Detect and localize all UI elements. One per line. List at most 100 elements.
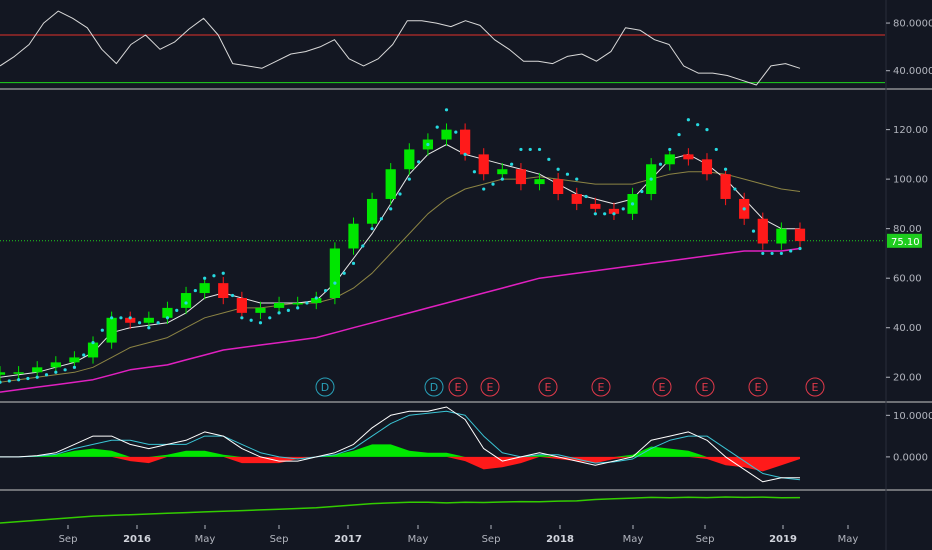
last-price-label: 75.10 xyxy=(891,237,920,248)
earnings-marker-label: E xyxy=(812,381,819,394)
sar-dot xyxy=(407,177,411,181)
sar-dot xyxy=(268,316,272,320)
dividend-marker-ring xyxy=(315,377,335,397)
time-axis-label: 2016 xyxy=(123,534,151,545)
sar-dot xyxy=(137,321,142,325)
sar-dot xyxy=(212,274,216,278)
dividend-marker[interactable]: D xyxy=(424,377,444,397)
candle-down xyxy=(701,159,713,175)
macd-signal-line xyxy=(0,410,801,481)
earnings-marker[interactable]: E xyxy=(538,377,558,397)
price-axis-label: 80.00 xyxy=(893,224,922,235)
earnings-marker[interactable]: E xyxy=(695,377,715,397)
sar-dot xyxy=(491,182,495,186)
rsi-panel xyxy=(0,10,885,86)
earnings-marker[interactable]: E xyxy=(805,377,825,397)
candle-up xyxy=(534,179,545,185)
earnings-marker[interactable]: E xyxy=(448,377,468,397)
sar-dot xyxy=(44,373,49,377)
sar-dot xyxy=(128,316,132,320)
sar-dot xyxy=(510,162,514,166)
last-price-tag xyxy=(887,233,922,248)
sar-dot xyxy=(119,316,123,320)
dividend-marker-ring xyxy=(424,377,444,397)
sar-dot xyxy=(7,379,11,383)
sar-dot xyxy=(789,249,793,253)
sar-dot xyxy=(668,147,672,152)
time-axis-label: May xyxy=(195,534,216,545)
earnings-marker-ring xyxy=(695,377,715,397)
sar-dot xyxy=(342,271,346,275)
earnings-marker-ring xyxy=(538,377,558,397)
sar-dot xyxy=(63,368,67,372)
candle-up xyxy=(273,302,285,308)
sar-dot xyxy=(72,365,77,369)
sar-dot xyxy=(277,311,281,315)
obv-line xyxy=(0,496,801,524)
candle-up xyxy=(69,357,80,363)
earnings-marker-label: E xyxy=(598,381,605,394)
sar-dot xyxy=(35,375,39,379)
candle-up xyxy=(329,248,340,298)
candle-down xyxy=(553,179,564,194)
candle-up xyxy=(348,223,359,249)
earnings-marker[interactable]: E xyxy=(748,377,768,397)
candle-up xyxy=(143,317,154,323)
sar-dot xyxy=(203,276,207,280)
candle-down xyxy=(478,154,489,175)
candle-up xyxy=(87,342,99,358)
sar-dot xyxy=(286,308,290,312)
dividend-marker-label: D xyxy=(321,381,329,394)
dividend-marker[interactable]: D xyxy=(315,377,335,397)
candle-up xyxy=(664,154,675,165)
sar-dot xyxy=(91,340,95,345)
price-axis-label: 60.00 xyxy=(893,274,922,285)
price-axis[interactable]: 40.0000 80.0000 20.00 40.00 60.00 80.00 100.00… xyxy=(886,19,932,464)
candle-up xyxy=(404,149,415,170)
candle-down xyxy=(571,194,582,204)
sar-dot xyxy=(175,308,179,312)
sar-dot xyxy=(184,301,188,305)
earnings-marker-ring xyxy=(480,377,500,397)
candle-up xyxy=(311,298,322,303)
earnings-marker-ring xyxy=(652,377,672,397)
sar-dot xyxy=(398,192,402,196)
sar-dot xyxy=(779,251,783,256)
earnings-marker-ring xyxy=(748,377,768,397)
sar-dot xyxy=(351,261,356,265)
sar-dot xyxy=(426,142,430,147)
macd-panel xyxy=(0,406,801,483)
price-axis-label: 40.00 xyxy=(893,323,922,334)
candle-up xyxy=(32,367,43,373)
sar-dot xyxy=(658,162,663,166)
sar-dot xyxy=(696,123,700,127)
earnings-marker[interactable]: E xyxy=(652,377,672,397)
earnings-marker-label: E xyxy=(755,381,762,394)
earnings-marker[interactable]: E xyxy=(480,377,500,397)
earnings-marker[interactable]: E xyxy=(591,377,611,397)
earnings-marker-label: E xyxy=(455,381,462,394)
sar-dot xyxy=(677,132,681,137)
candle-up xyxy=(385,169,396,199)
earnings-marker-label: E xyxy=(659,381,666,394)
candle-up xyxy=(497,169,508,175)
sar-dot xyxy=(519,147,523,152)
sma-long-line xyxy=(0,247,801,393)
sar-dot xyxy=(361,244,365,248)
sar-dot xyxy=(482,187,486,191)
sar-dot xyxy=(621,207,625,211)
sar-dot xyxy=(714,147,718,152)
sar-dot xyxy=(0,380,2,384)
sar-dot xyxy=(584,194,588,199)
sar-dot xyxy=(258,321,263,325)
candle-up xyxy=(50,362,61,368)
earnings-marker-ring xyxy=(591,377,611,397)
sar-dot xyxy=(305,301,309,305)
time-axis-label: Sep xyxy=(482,534,501,545)
sar-dot xyxy=(528,147,532,152)
obv-panel xyxy=(0,496,801,524)
sar-dot xyxy=(110,316,114,320)
time-axis[interactable]: Sep 2016 May Sep 2017 May Sep 2018 May Sep 2019 May xyxy=(59,525,859,545)
candle-down xyxy=(590,203,601,209)
sar-dot xyxy=(723,167,728,171)
